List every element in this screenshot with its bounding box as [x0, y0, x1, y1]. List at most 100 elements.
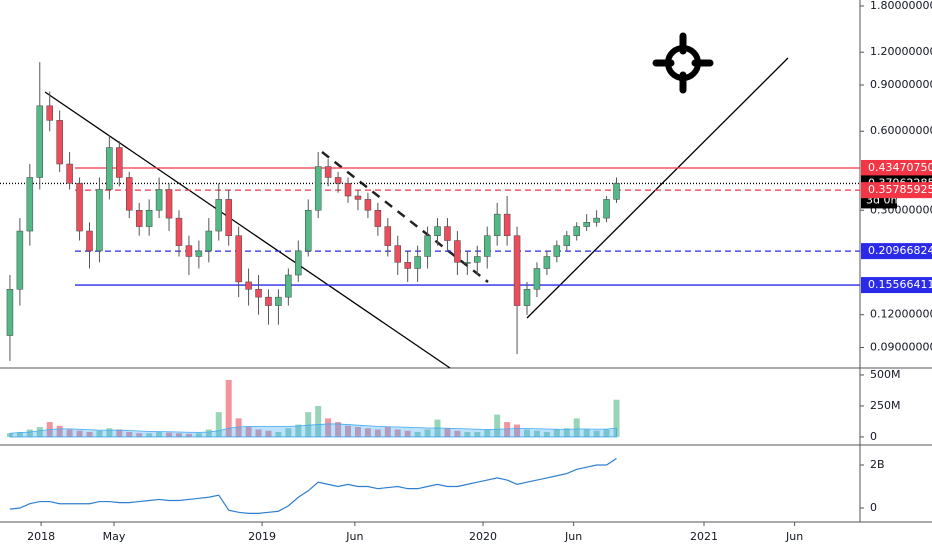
volume-bar — [444, 428, 451, 437]
volume-bar — [16, 431, 23, 437]
candle-body — [523, 289, 531, 306]
candle-body — [275, 296, 282, 306]
y-tick-label: 0 — [870, 501, 877, 514]
volume-bar — [56, 425, 63, 437]
candle-body — [46, 105, 53, 121]
volume-bar — [593, 430, 600, 437]
candle-body — [205, 230, 213, 252]
volume-bar — [106, 428, 113, 437]
candle-body — [195, 250, 203, 257]
volume-bar — [175, 433, 182, 437]
volume-bar — [533, 430, 540, 437]
volume-bar — [603, 429, 610, 437]
volume-bar — [26, 429, 33, 437]
candle-body — [285, 274, 292, 298]
price-label: 0.15566411 — [868, 278, 932, 291]
volume-bar — [414, 431, 421, 437]
price-label: 0.20966824 — [868, 244, 932, 257]
volume-bar — [315, 405, 322, 437]
candle-body — [344, 183, 352, 197]
candle-body — [314, 166, 322, 211]
candle-body — [66, 163, 73, 184]
y-tick-label: 2B — [870, 458, 885, 471]
volume-bar — [474, 431, 481, 437]
volume-bar — [166, 432, 173, 437]
volume-bar — [275, 431, 282, 437]
candle-body — [573, 226, 580, 236]
candle-body — [155, 189, 163, 211]
volume-bar — [305, 412, 312, 437]
volume-bar — [514, 424, 521, 437]
candle-body — [414, 256, 421, 269]
volume-bar — [255, 429, 262, 437]
y-tick-label: 0 — [870, 430, 877, 443]
candle-body — [454, 240, 461, 263]
candle-body — [295, 250, 302, 276]
x-tick-label: Jun — [345, 530, 363, 543]
y-tick-label: 1.20000000 — [870, 45, 932, 58]
x-tick-label: Jun — [564, 530, 582, 543]
volume-bar — [524, 429, 531, 437]
y-tick-label: 0.09000000 — [870, 341, 932, 354]
candle-body — [265, 296, 272, 306]
volume-bar — [583, 429, 590, 437]
candle-body — [36, 105, 44, 178]
candle-body — [374, 210, 382, 227]
volume-bar — [245, 427, 252, 437]
volume-bar — [36, 427, 43, 437]
candle-body — [324, 166, 332, 178]
candle-body — [583, 222, 590, 227]
candle-body — [126, 177, 133, 211]
price-label-box — [861, 159, 932, 176]
candle-body — [106, 147, 113, 190]
x-tick-label: Jun — [785, 530, 803, 543]
candle-body — [334, 177, 342, 184]
y-tick-label: 500M — [870, 368, 901, 381]
candle-body — [56, 120, 63, 165]
volume-bar — [384, 427, 391, 437]
crosshair-icon — [652, 32, 714, 94]
volume-bar — [66, 429, 73, 437]
volume-bar — [424, 429, 431, 437]
candle-body — [553, 245, 561, 257]
candle-body — [563, 235, 571, 246]
candle-body — [543, 256, 551, 269]
volume-bar — [146, 433, 153, 437]
candle-body — [424, 235, 431, 257]
candle-body — [145, 210, 153, 227]
volume-bar — [225, 379, 232, 437]
volume-bar — [364, 428, 371, 437]
candle-body — [215, 199, 223, 232]
candle-body — [474, 256, 481, 263]
volume-bar — [235, 418, 242, 437]
y-tick-label: 250M — [870, 399, 901, 412]
trend-line — [321, 151, 489, 283]
candle-body — [96, 189, 103, 252]
volume-bar — [454, 430, 461, 437]
volume-bar — [374, 429, 381, 437]
candle-body — [26, 177, 34, 232]
candle-body — [185, 245, 193, 257]
volume-ma-area — [9, 423, 617, 438]
candle-body — [444, 226, 451, 241]
candle-body — [165, 189, 173, 219]
volume-bar — [295, 424, 302, 437]
candle-body — [384, 226, 392, 246]
volume-bar — [613, 399, 620, 437]
y-tick-label: 0.90000000 — [870, 78, 932, 91]
x-tick-label: 2018 — [27, 530, 55, 543]
y-tick-label: 0.60000000 — [870, 124, 932, 137]
y-tick-label: 1.80000000 — [870, 0, 932, 12]
volume-bar — [354, 427, 361, 437]
x-tick-label: 2019 — [248, 530, 276, 543]
price-label: 0.43470750 — [868, 161, 932, 174]
candle-body — [533, 268, 541, 290]
candle-body — [235, 235, 242, 283]
trend-line — [44, 91, 451, 369]
volume-bar — [345, 425, 352, 437]
x-tick-label: 2021 — [690, 530, 718, 543]
candle-body — [76, 183, 83, 232]
candle-body — [86, 230, 93, 252]
